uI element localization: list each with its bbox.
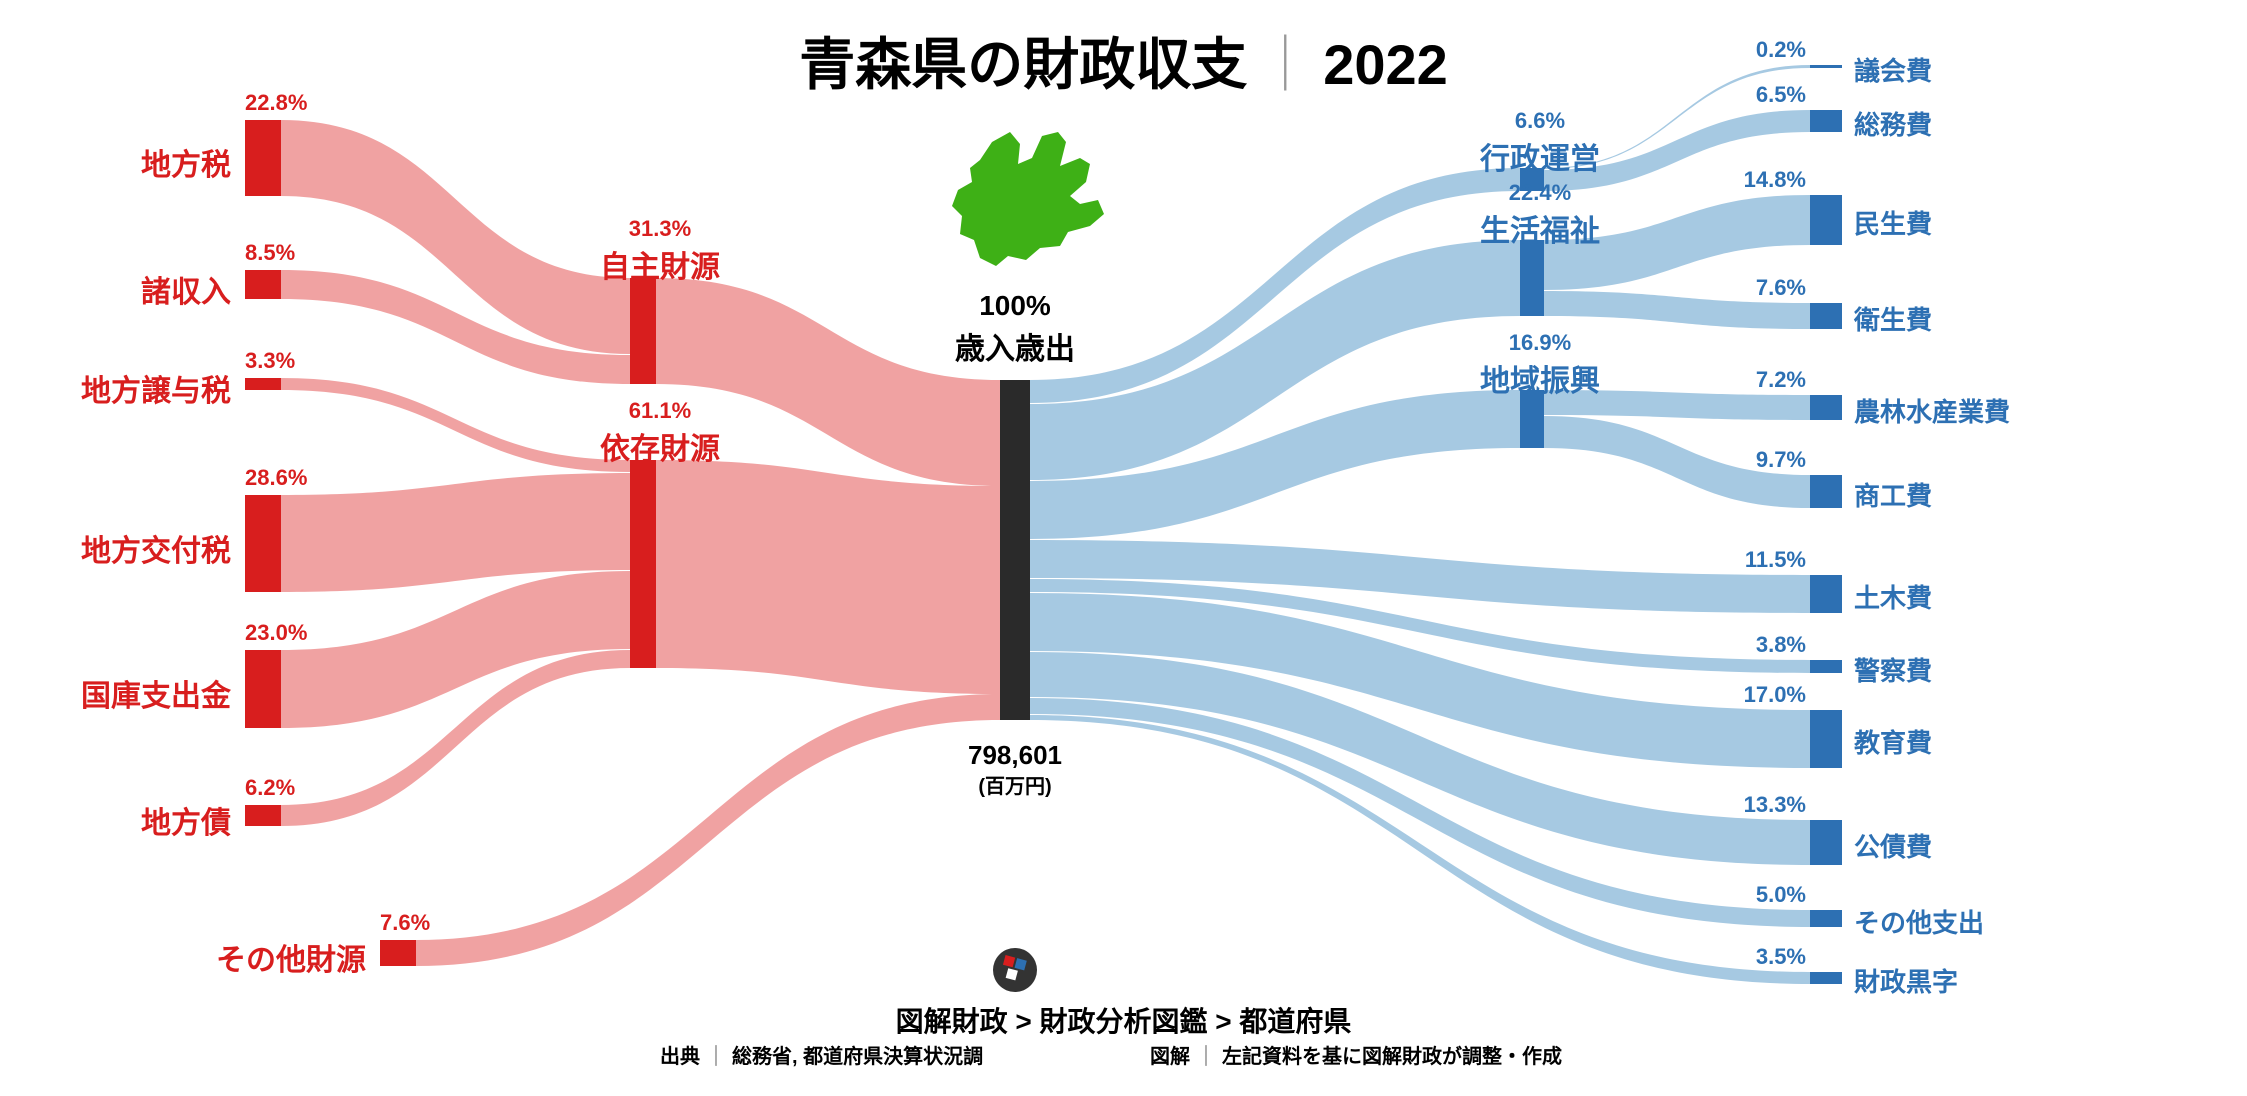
right-target-pct: 3.5%: [1730, 944, 1806, 970]
right-target-pct: 7.6%: [1730, 275, 1806, 301]
right-target-label: 衛生費: [1854, 300, 1932, 337]
right-cat-label: 生活福祉: [1460, 206, 1620, 250]
right-target-label: 教育費: [1854, 723, 1932, 760]
left-mid-pct: 31.3%: [590, 216, 730, 242]
left-source-label: 諸収入: [141, 267, 231, 311]
left-source-pct: 8.5%: [245, 240, 295, 266]
right-cat-pct: 16.9%: [1470, 330, 1610, 356]
right-target-label: 警察費: [1854, 651, 1932, 688]
left-source-pct: 22.8%: [245, 90, 307, 116]
right-target-label: 農林水産業費: [1854, 392, 2010, 429]
right-target-pct: 3.8%: [1730, 632, 1806, 658]
right-target-pct: 14.8%: [1730, 167, 1806, 193]
footer-source-text: 総務省, 都道府県決算状況調: [732, 1046, 983, 1068]
right-target-pct: 7.2%: [1730, 367, 1806, 393]
title-year: 2022: [1323, 33, 1448, 96]
footer-credit: 図解｜左記資料を基に図解財政が調整・作成: [1150, 1040, 1562, 1069]
right-target-pct: 13.3%: [1730, 792, 1806, 818]
right-target-label: 民生費: [1854, 204, 1932, 241]
left-source-pct: 28.6%: [245, 465, 307, 491]
right-target-pct: 11.5%: [1730, 547, 1806, 573]
right-target-label: 商工費: [1854, 476, 1932, 513]
right-target-label: 総務費: [1854, 105, 1932, 142]
left-source-label: 国庫支出金: [81, 671, 231, 715]
right-target-label: 財政黒字: [1854, 962, 1958, 999]
title-main: 青森県の財政収支: [799, 33, 1247, 96]
right-target-label: その他支出: [1854, 903, 1984, 940]
left-source-pct: 6.2%: [245, 775, 295, 801]
right-cat-label: 地域振興: [1460, 356, 1620, 400]
left-source-pct: 3.3%: [245, 348, 295, 374]
right-cat-label: 行政運営: [1460, 134, 1620, 178]
footer-credit-label: 図解: [1150, 1046, 1190, 1068]
left-mid-label: 依存財源: [580, 424, 740, 468]
right-target-label: 議会費: [1854, 51, 1932, 88]
left-source-label: 地方税: [141, 140, 231, 184]
footer-source-label: 出典: [660, 1046, 700, 1068]
right-target-label: 土木費: [1854, 578, 1932, 615]
right-cat-pct: 22.4%: [1470, 180, 1610, 206]
center-unit: (百万円): [920, 770, 1110, 799]
left-other-pct: 7.6%: [380, 910, 430, 936]
footer-breadcrumb: 図解財政 > 財政分析図鑑 > 都道府県: [0, 1000, 2247, 1040]
left-source-label: 地方譲与税: [81, 366, 231, 410]
title-separator: ｜: [1257, 33, 1313, 96]
right-cat-pct: 6.6%: [1470, 108, 1610, 134]
center-value: 798,601: [920, 740, 1110, 771]
right-target-pct: 17.0%: [1730, 682, 1806, 708]
left-source-label: 地方交付税: [81, 526, 231, 570]
left-mid-label: 自主財源: [580, 242, 740, 286]
footer-credit-text: 左記資料を基に図解財政が調整・作成: [1222, 1046, 1562, 1068]
left-source-pct: 23.0%: [245, 620, 307, 646]
right-target-pct: 9.7%: [1730, 447, 1806, 473]
left-source-label: 地方債: [141, 798, 231, 842]
footer-source: 出典｜総務省, 都道府県決算状況調: [660, 1040, 983, 1069]
right-target-label: 公債費: [1854, 827, 1932, 864]
center-pct: 100%: [920, 290, 1110, 322]
center-label: 歳入歳出: [920, 324, 1110, 368]
right-target-pct: 5.0%: [1730, 882, 1806, 908]
right-target-pct: 6.5%: [1730, 82, 1806, 108]
left-mid-pct: 61.1%: [590, 398, 730, 424]
right-target-pct: 0.2%: [1730, 37, 1806, 63]
left-other-label: その他財源: [216, 935, 366, 979]
